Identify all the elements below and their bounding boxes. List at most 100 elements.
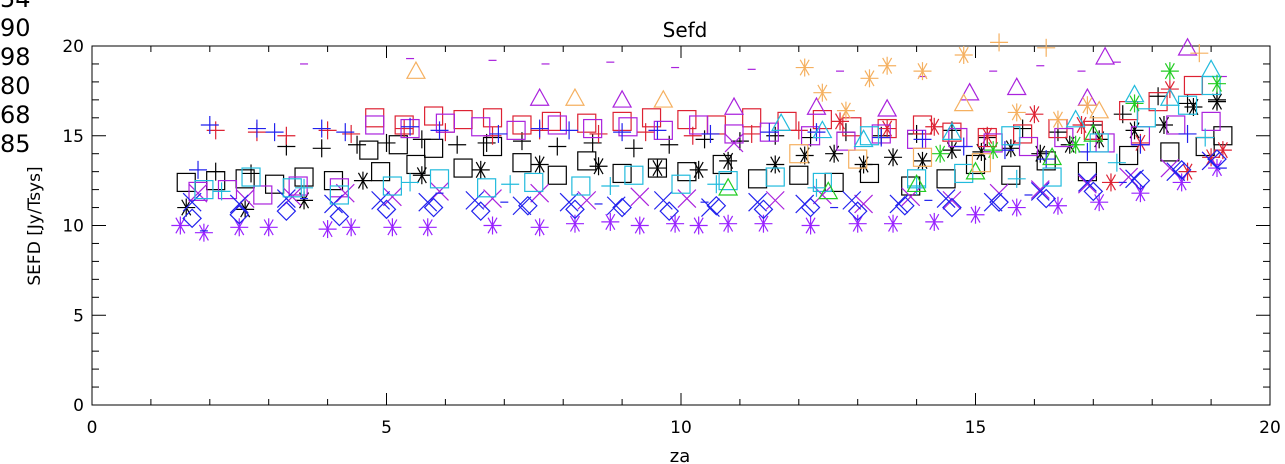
data-point-asterisk: [813, 83, 832, 102]
data-point-square: [406, 154, 426, 175]
data-point-diamond: [276, 201, 297, 221]
data-point-asterisk: [412, 166, 431, 185]
data-point-diamond: [612, 197, 632, 218]
data-point-plus: [601, 177, 620, 196]
data-point-plus: [589, 124, 608, 143]
data-point-square: [765, 167, 785, 187]
data-point-plus: [760, 123, 779, 142]
data-point-square: [954, 163, 974, 184]
data-point-square: [583, 118, 603, 139]
data-point-cross: [229, 194, 249, 214]
data-point-plus: [560, 121, 579, 140]
data-point-cross: [653, 190, 673, 210]
data-point-cross: [630, 187, 650, 207]
data-point-square: [1054, 127, 1074, 148]
data-point-cross: [1077, 172, 1097, 192]
data-point-asterisk: [1048, 110, 1067, 129]
data-point-plus: [348, 135, 367, 154]
data-point-square: [429, 169, 450, 189]
data-point-plus: [277, 126, 296, 145]
data-point-cross: [842, 190, 862, 210]
data-point-square: [824, 172, 844, 193]
data-point-cross: [430, 181, 449, 201]
data-point-square: [512, 153, 532, 173]
data-point-cross: [371, 190, 391, 210]
data-point-plus: [990, 33, 1009, 52]
data-point-triangle: [1159, 87, 1180, 106]
data-point-plus: [872, 128, 891, 147]
data-point-cross: [418, 192, 438, 212]
data-point-square: [1183, 75, 1204, 96]
data-point-cross: [512, 196, 532, 216]
data-point-asterisk: [230, 218, 249, 237]
data-point-square: [547, 115, 567, 135]
data-point-square: [323, 171, 344, 191]
data-point-square: [359, 140, 379, 160]
data-point-asterisk: [483, 216, 502, 235]
data-point-plus: [189, 160, 208, 179]
data-point-cross: [889, 194, 909, 214]
data-point-asterisk: [1125, 94, 1144, 113]
data-point-asterisk: [913, 62, 932, 81]
data-point-asterisk: [171, 216, 190, 235]
data-point-cross: [1077, 174, 1097, 194]
data-point-plus: [548, 137, 567, 156]
data-point-plus: [624, 139, 643, 158]
data-point-cross: [1030, 180, 1050, 200]
data-point-square: [1077, 162, 1098, 182]
data-point-cross: [1201, 151, 1221, 171]
data-point-triangle: [564, 87, 585, 106]
data-point-asterisk: [318, 220, 337, 239]
data-point-triangle: [653, 89, 674, 108]
data-point-plus: [242, 164, 261, 183]
data-point-diamond: [753, 199, 774, 220]
data-point-asterisk: [383, 218, 402, 237]
chart-title: Sefd: [663, 18, 708, 42]
data-point-cross: [1166, 162, 1186, 182]
data-point-plus: [789, 121, 808, 140]
data-point-plus: [512, 132, 531, 151]
data-point-triangle: [853, 129, 874, 148]
data-point-diamond: [565, 199, 585, 220]
data-point-square: [1001, 165, 1021, 185]
data-point-cross: [942, 190, 962, 210]
data-point-triangle: [953, 93, 974, 112]
data-point-triangle: [1006, 77, 1027, 96]
data-point-asterisk: [1066, 135, 1085, 154]
y-tick-label: 0: [73, 396, 84, 416]
data-point-square: [624, 165, 644, 185]
data-point-asterisk: [689, 216, 708, 235]
data-point-triangle: [723, 96, 745, 115]
data-point-square: [618, 117, 638, 137]
data-point-triangle: [877, 98, 898, 117]
data-point-diamond: [1083, 181, 1104, 202]
data-point-square: [453, 158, 473, 178]
data-point-triangle: [1042, 147, 1063, 166]
data-point-asterisk: [836, 101, 855, 120]
data-point-asterisk: [1172, 173, 1191, 192]
data-point-cross: [936, 189, 956, 208]
data-point-asterisk: [565, 214, 584, 233]
data-point-diamond: [1036, 188, 1057, 209]
data-point-plus: [206, 162, 225, 181]
data-point-asterisk: [854, 155, 873, 174]
data-point-plus: [295, 178, 314, 197]
data-point-triangle: [1095, 46, 1116, 65]
data-point-square: [812, 172, 832, 193]
data-point-square: [577, 151, 597, 171]
data-point-square: [382, 176, 402, 196]
data-point-square: [188, 181, 208, 201]
data-point-asterisk: [1090, 193, 1109, 212]
data-point-cross: [188, 183, 208, 203]
data-point-asterisk: [353, 171, 372, 190]
data-point-asterisk: [754, 214, 773, 233]
left-margin-label: 90: [0, 14, 31, 42]
data-point-diamond: [182, 208, 202, 229]
data-point-asterisk: [1007, 198, 1026, 217]
data-point-plus: [807, 178, 826, 197]
data-point-cross: [530, 183, 550, 203]
data-point-square: [241, 167, 261, 187]
data-point-triangle: [941, 121, 962, 140]
data-point-cross: [559, 192, 579, 212]
data-point-triangle: [906, 173, 927, 193]
